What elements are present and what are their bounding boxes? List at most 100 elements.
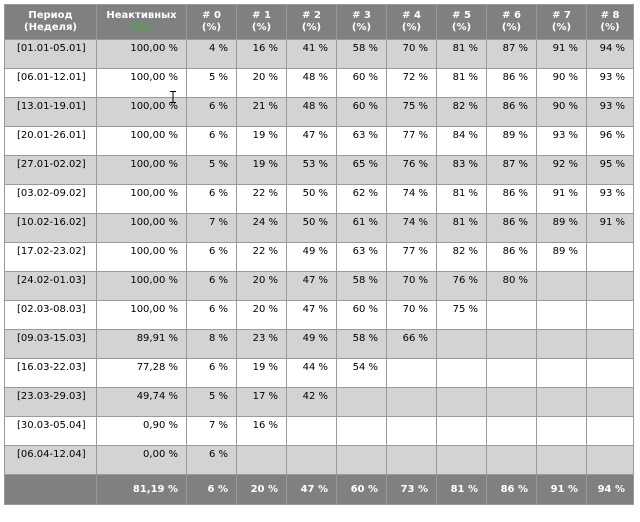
retention-cell[interactable]: 6 % — [186, 445, 237, 475]
retention-cell[interactable]: 6 % — [186, 97, 237, 127]
retention-cell[interactable]: 93 % — [586, 68, 634, 98]
retention-cell[interactable]: 93 % — [536, 126, 587, 156]
inactive-cell[interactable]: 49,74 % — [96, 387, 187, 417]
retention-cell[interactable]: 17 % — [236, 387, 287, 417]
retention-cell[interactable] — [586, 416, 634, 446]
retention-cell[interactable]: 81 % — [436, 39, 487, 69]
inactive-cell[interactable]: 0,00 % — [96, 445, 187, 475]
retention-cell[interactable]: 42 % — [286, 387, 337, 417]
retention-cell[interactable] — [536, 445, 587, 475]
retention-cell[interactable] — [386, 358, 437, 388]
retention-cell[interactable]: 86 % — [486, 68, 537, 98]
retention-cell[interactable]: 53 % — [286, 155, 337, 185]
retention-cell[interactable]: 91 % — [536, 39, 587, 69]
retention-cell[interactable]: 48 % — [286, 97, 337, 127]
inactive-cell[interactable]: 100,00 % — [96, 242, 187, 272]
retention-cell[interactable] — [536, 358, 587, 388]
retention-cell[interactable]: 6 % — [186, 126, 237, 156]
header-col-4[interactable]: # 4 (%) — [386, 4, 437, 40]
retention-cell[interactable]: 81 % — [436, 213, 487, 243]
retention-cell[interactable] — [386, 416, 437, 446]
retention-cell[interactable] — [536, 271, 587, 301]
inactive-cell[interactable]: 100,00 % — [96, 126, 187, 156]
retention-cell[interactable]: 60 % — [336, 68, 387, 98]
header-inactive[interactable]: Неактивных (%) — [96, 4, 187, 40]
retention-cell[interactable] — [586, 271, 634, 301]
retention-cell[interactable] — [286, 416, 337, 446]
retention-cell[interactable]: 91 % — [586, 213, 634, 243]
retention-cell[interactable]: 93 % — [586, 97, 634, 127]
retention-cell[interactable]: 83 % — [436, 155, 487, 185]
header-col-6[interactable]: # 6 (%) — [486, 4, 537, 40]
retention-cell[interactable]: 58 % — [336, 39, 387, 69]
retention-cell[interactable]: 77 % — [386, 242, 437, 272]
retention-cell[interactable]: 58 % — [336, 271, 387, 301]
period-cell[interactable]: [13.01-19.01] — [4, 97, 97, 127]
retention-cell[interactable]: 19 % — [236, 126, 287, 156]
retention-cell[interactable]: 21 % — [236, 97, 287, 127]
retention-cell[interactable]: 91 % — [536, 184, 587, 214]
retention-cell[interactable]: 19 % — [236, 155, 287, 185]
retention-cell[interactable]: 19 % — [236, 358, 287, 388]
retention-cell[interactable]: 66 % — [386, 329, 437, 359]
retention-cell[interactable] — [586, 242, 634, 272]
retention-cell[interactable]: 63 % — [336, 242, 387, 272]
retention-cell[interactable]: 49 % — [286, 242, 337, 272]
retention-cell[interactable]: 86 % — [486, 213, 537, 243]
header-col-2[interactable]: # 2 (%) — [286, 4, 337, 40]
header-col-0[interactable]: # 0 (%) — [186, 4, 237, 40]
inactive-cell[interactable]: 100,00 % — [96, 184, 187, 214]
retention-cell[interactable]: 96 % — [586, 126, 634, 156]
retention-cell[interactable]: 60 % — [336, 300, 387, 330]
retention-cell[interactable] — [586, 329, 634, 359]
period-cell[interactable]: [01.01-05.01] — [4, 39, 97, 69]
retention-cell[interactable]: 22 % — [236, 242, 287, 272]
period-cell[interactable]: [24.02-01.03] — [4, 271, 97, 301]
retention-cell[interactable] — [586, 387, 634, 417]
retention-cell[interactable]: 76 % — [436, 271, 487, 301]
period-cell[interactable]: [06.04-12.04] — [4, 445, 97, 475]
inactive-cell[interactable]: 100,00 % — [96, 300, 187, 330]
retention-cell[interactable] — [436, 358, 487, 388]
retention-cell[interactable] — [536, 387, 587, 417]
retention-cell[interactable]: 72 % — [386, 68, 437, 98]
retention-cell[interactable]: 76 % — [386, 155, 437, 185]
retention-cell[interactable]: 5 % — [186, 155, 237, 185]
retention-cell[interactable]: 86 % — [486, 184, 537, 214]
retention-cell[interactable]: 75 % — [386, 97, 437, 127]
retention-cell[interactable]: 20 % — [236, 271, 287, 301]
retention-cell[interactable] — [586, 445, 634, 475]
period-cell[interactable]: [02.03-08.03] — [4, 300, 97, 330]
header-col-1[interactable]: # 1 (%) — [236, 4, 287, 40]
retention-cell[interactable]: 47 % — [286, 300, 337, 330]
retention-cell[interactable]: 90 % — [536, 97, 587, 127]
inactive-cell[interactable]: 100,00 % — [96, 39, 187, 69]
retention-cell[interactable] — [536, 329, 587, 359]
retention-cell[interactable] — [586, 358, 634, 388]
retention-cell[interactable]: 82 % — [436, 97, 487, 127]
retention-cell[interactable]: 70 % — [386, 271, 437, 301]
inactive-cell[interactable]: 77,28 % — [96, 358, 187, 388]
retention-cell[interactable]: 63 % — [336, 126, 387, 156]
retention-cell[interactable]: 44 % — [286, 358, 337, 388]
inactive-cell[interactable]: 89,91 % — [96, 329, 187, 359]
inactive-cell[interactable]: 100,00 % — [96, 155, 187, 185]
retention-cell[interactable]: 62 % — [336, 184, 387, 214]
retention-cell[interactable]: 49 % — [286, 329, 337, 359]
header-col-7[interactable]: # 7 (%) — [536, 4, 587, 40]
retention-cell[interactable]: 86 % — [486, 97, 537, 127]
retention-cell[interactable]: 16 % — [236, 416, 287, 446]
retention-cell[interactable]: 61 % — [336, 213, 387, 243]
retention-cell[interactable] — [536, 300, 587, 330]
retention-cell[interactable]: 6 % — [186, 358, 237, 388]
retention-cell[interactable] — [436, 416, 487, 446]
period-cell[interactable]: [23.03-29.03] — [4, 387, 97, 417]
retention-cell[interactable]: 89 % — [536, 213, 587, 243]
retention-cell[interactable]: 93 % — [586, 184, 634, 214]
retention-cell[interactable] — [336, 445, 387, 475]
period-cell[interactable]: [03.02-09.02] — [4, 184, 97, 214]
retention-cell[interactable]: 70 % — [386, 300, 437, 330]
retention-cell[interactable] — [486, 329, 537, 359]
retention-cell[interactable]: 5 % — [186, 68, 237, 98]
retention-cell[interactable]: 81 % — [436, 184, 487, 214]
